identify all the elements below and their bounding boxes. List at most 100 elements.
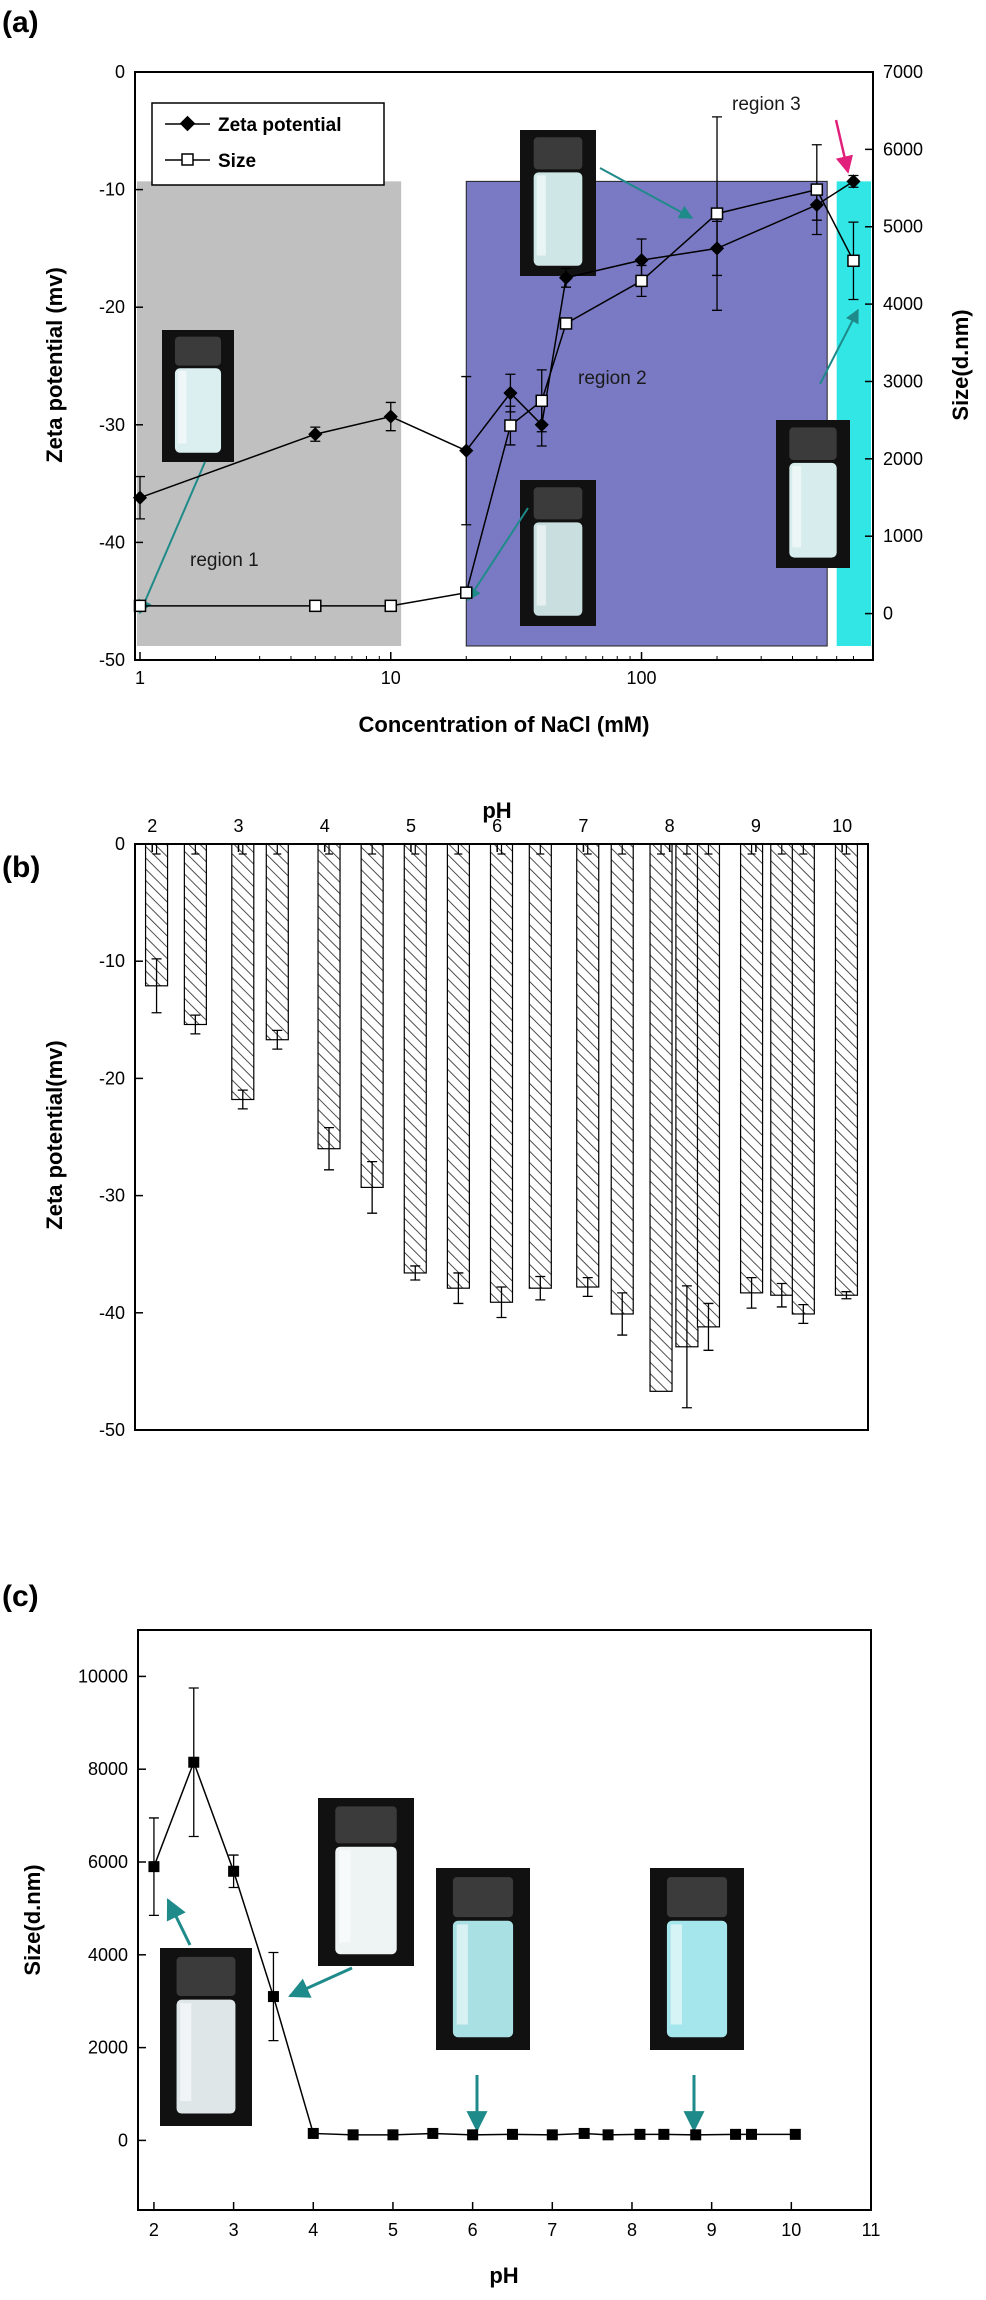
- y-tick-label-b: -10: [99, 951, 125, 971]
- data-point-zeta: [132, 490, 148, 505]
- x-tick-label-c: 2: [149, 2220, 159, 2240]
- error-bar: [535, 1275, 546, 1301]
- error-cap-top: [583, 844, 592, 855]
- y-tick-label-c: 4000: [88, 1945, 128, 1965]
- data-point-zeta: [634, 253, 649, 268]
- data-point-size: [133, 599, 147, 613]
- data-point: [148, 1861, 160, 1873]
- data-point: [307, 2127, 319, 2139]
- error-bar: [841, 1291, 852, 1300]
- y-tick-label-c: 10000: [78, 1666, 128, 1686]
- x-tick-label-b: 4: [320, 816, 330, 836]
- bar: [834, 843, 859, 1296]
- y2-tick-label-a: 0: [883, 604, 893, 624]
- error-cap-top: [497, 844, 506, 855]
- data-point-size: [384, 599, 398, 613]
- data-point-zeta: [308, 427, 323, 442]
- data-point-size: [847, 254, 860, 268]
- error-bar: [410, 1265, 421, 1281]
- annotation-arrow: [467, 507, 529, 602]
- error-cap-top: [454, 844, 463, 855]
- vial-photo-region-2-bottom: [520, 480, 596, 626]
- bar: [528, 843, 552, 1289]
- error-cap-top: [682, 844, 691, 855]
- error-bar: [746, 1276, 757, 1309]
- legend-size-label: Size: [218, 151, 256, 172]
- data-point: [427, 2127, 439, 2139]
- y2-tick-label-a: 6000: [883, 139, 923, 159]
- y2-tick-label-a: 5000: [883, 217, 923, 237]
- x-tick-label-c: 9: [707, 2220, 717, 2240]
- error-bar: [190, 1014, 201, 1035]
- y-tick-label-a: -30: [99, 415, 125, 435]
- error-cap-top: [657, 844, 666, 855]
- bar: [610, 843, 634, 1315]
- error-bar: [272, 1029, 283, 1050]
- x-tick-label-a: 100: [627, 668, 657, 688]
- vial-photos-a: [162, 130, 850, 626]
- legend-a: Zeta potential Size: [151, 102, 385, 186]
- error-cap-top: [747, 844, 756, 855]
- annotation-arrow: [599, 167, 694, 219]
- y2-axis-title-a: Size(d.nm): [948, 309, 973, 420]
- data-point-size: [635, 274, 648, 288]
- x-axis-title-a: Concentration of NaCl (mM): [359, 712, 650, 737]
- error-bar: [681, 1285, 692, 1409]
- y-tick-label-b: -20: [99, 1068, 125, 1088]
- vial-photo-region-3: [776, 420, 850, 568]
- error-cap-top: [411, 844, 420, 855]
- y-axis-title-c: Size(d.nm): [20, 1864, 45, 1975]
- error-cap-top: [273, 844, 282, 855]
- x-tick-label-a: 1: [135, 668, 145, 688]
- data-point: [188, 1756, 200, 1768]
- y2-tick-label-a: 7000: [883, 62, 923, 82]
- legend-size-marker: [181, 153, 194, 166]
- y2-tick-label-a: 4000: [883, 294, 923, 314]
- bar: [649, 843, 673, 1392]
- error-cap-top: [618, 844, 627, 855]
- data-point-zeta: [846, 174, 861, 189]
- y2-tick-label-a: 3000: [883, 371, 923, 391]
- vial-photo-ph6: [436, 1868, 530, 2050]
- x-tick-label-c: 5: [388, 2220, 398, 2240]
- data-point: [578, 2127, 590, 2139]
- bar: [317, 843, 341, 1150]
- x-axis-title-c: pH: [489, 2263, 518, 2288]
- y-tick-label-c: 2000: [88, 2038, 128, 2058]
- y-tick-label-a: 0: [115, 62, 125, 82]
- error-bar: [703, 1302, 714, 1351]
- data-point-size: [504, 419, 517, 432]
- x-tick-label-b: 7: [578, 816, 588, 836]
- error-bar: [582, 1276, 593, 1298]
- error-bar: [798, 1303, 809, 1324]
- bar: [265, 843, 289, 1041]
- data-point-size: [559, 317, 573, 330]
- data-point-zeta: [558, 270, 574, 285]
- data-point: [347, 2129, 359, 2141]
- error-bar: [496, 1286, 507, 1319]
- bar: [231, 843, 255, 1101]
- region-2-label: region 2: [578, 368, 647, 389]
- data-point: [506, 2128, 518, 2140]
- data-point-size: [460, 586, 473, 599]
- error-bar: [453, 1272, 464, 1305]
- error-cap-top: [536, 844, 545, 855]
- legend-zeta-marker: [179, 115, 196, 132]
- x-tick-label-b: 8: [665, 816, 675, 836]
- error-bar: [617, 1292, 628, 1336]
- bar: [696, 843, 721, 1328]
- legend-zeta-label: Zeta potential: [218, 115, 342, 136]
- y-tick-label-c: 6000: [88, 1852, 128, 1872]
- bar: [576, 843, 600, 1288]
- error-bar: [367, 1160, 378, 1214]
- data-point-zeta: [383, 409, 398, 424]
- data-point-zeta: [459, 443, 474, 458]
- plot-frame-c: [137, 1629, 872, 2211]
- vial-photo-ph3: [318, 1798, 414, 1966]
- vial-photo-ph9: [650, 1868, 744, 2050]
- data-point-size: [309, 599, 322, 613]
- error-bar: [324, 1126, 335, 1171]
- y2-tick-label-a: 2000: [883, 449, 923, 469]
- legend-box: [151, 102, 385, 186]
